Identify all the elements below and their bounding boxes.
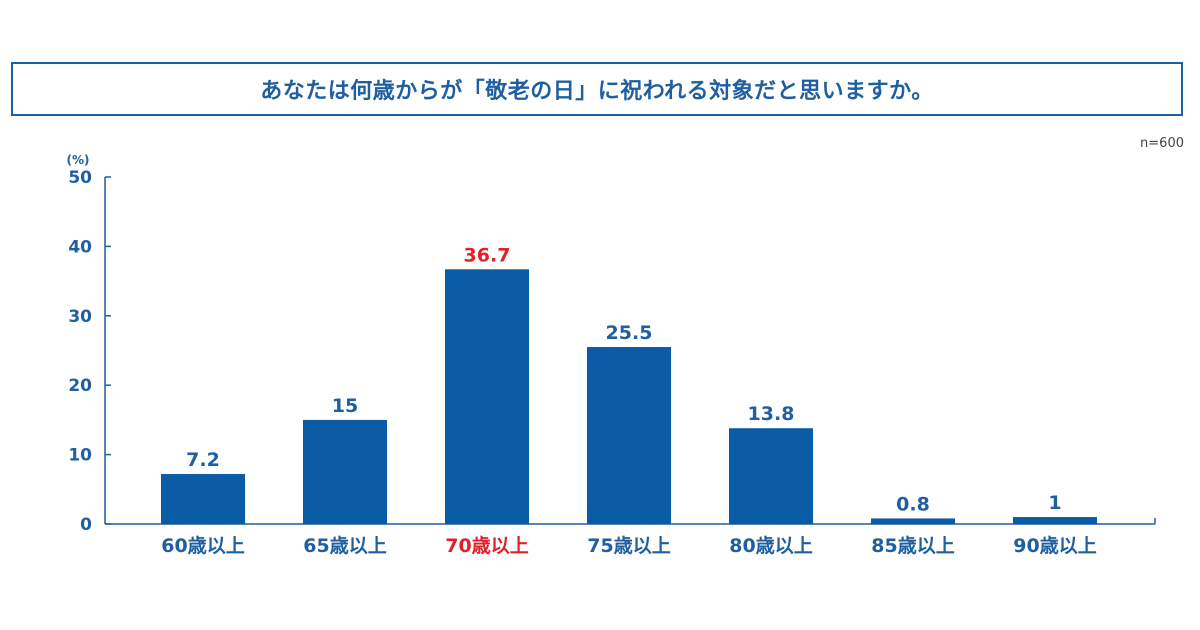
category-label: 90歳以上 — [1013, 535, 1096, 557]
value-label: 1 — [1048, 492, 1061, 514]
bar — [161, 474, 245, 524]
y-tick-label: 50 — [68, 168, 92, 188]
bar — [445, 269, 529, 524]
category-label: 85歳以上 — [871, 535, 954, 557]
value-label: 7.2 — [186, 449, 220, 471]
bar — [587, 347, 671, 524]
category-label: 65歳以上 — [303, 535, 386, 557]
value-label: 13.8 — [748, 403, 795, 425]
category-label: 70歳以上 — [445, 535, 528, 557]
sample-size: n=600 — [1140, 136, 1184, 151]
value-label: 36.7 — [464, 244, 511, 266]
value-label: 15 — [332, 395, 358, 417]
y-tick-label: 20 — [68, 376, 92, 396]
y-tick-label: 40 — [68, 237, 92, 257]
category-label: 60歳以上 — [161, 535, 244, 557]
value-label: 25.5 — [606, 322, 653, 344]
bar — [729, 428, 813, 524]
bar — [1013, 517, 1097, 524]
category-label: 75歳以上 — [587, 535, 670, 557]
category-label: 80歳以上 — [729, 535, 812, 557]
y-tick-label: 30 — [68, 307, 92, 327]
value-label: 0.8 — [896, 493, 930, 515]
bar — [871, 518, 955, 524]
bar — [303, 419, 387, 524]
y-tick-label: 10 — [68, 446, 92, 466]
chart-title: あなたは何歳からが「敬老の日」に祝われる対象だと思いますか。 — [260, 79, 934, 104]
y-axis-unit-label: (%) — [67, 153, 90, 167]
title-box: あなたは何歳からが「敬老の日」に祝われる対象だと思いますか。 — [11, 62, 1183, 116]
y-tick-label: 0 — [80, 515, 92, 535]
